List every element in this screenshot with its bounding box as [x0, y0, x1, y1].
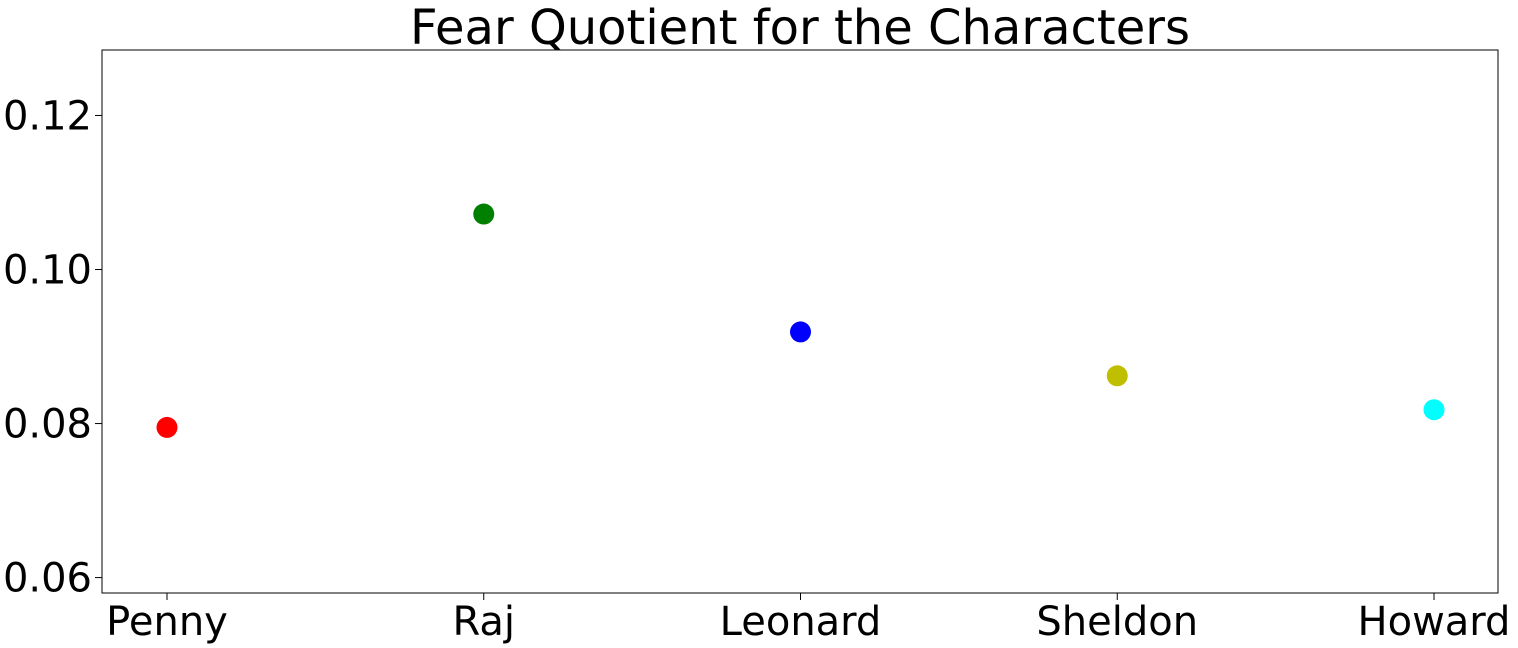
- data-point: [1423, 399, 1445, 421]
- x-axis: Penny Raj Leonard Sheldon Howard: [106, 593, 1510, 645]
- x-tick-label: Raj: [452, 599, 515, 645]
- x-tick-label: Penny: [106, 599, 228, 645]
- x-tick-label: Howard: [1358, 599, 1511, 645]
- y-tick-label: 0.10: [3, 248, 92, 294]
- x-tick-label: Leonard: [720, 599, 882, 645]
- data-point: [790, 321, 811, 343]
- y-axis: 0.06 0.08 0.10 0.12: [3, 93, 102, 602]
- data-point: [473, 203, 495, 225]
- data-point: [1106, 365, 1128, 387]
- y-tick-label: 0.06: [3, 556, 92, 602]
- x-tick-label: Sheldon: [1036, 599, 1198, 645]
- chart-title: Fear Quotient for the Characters: [410, 0, 1190, 56]
- y-tick-label: 0.12: [3, 93, 92, 139]
- y-tick-label: 0.08: [3, 402, 92, 448]
- data-points: [156, 203, 1445, 438]
- data-point: [156, 416, 178, 438]
